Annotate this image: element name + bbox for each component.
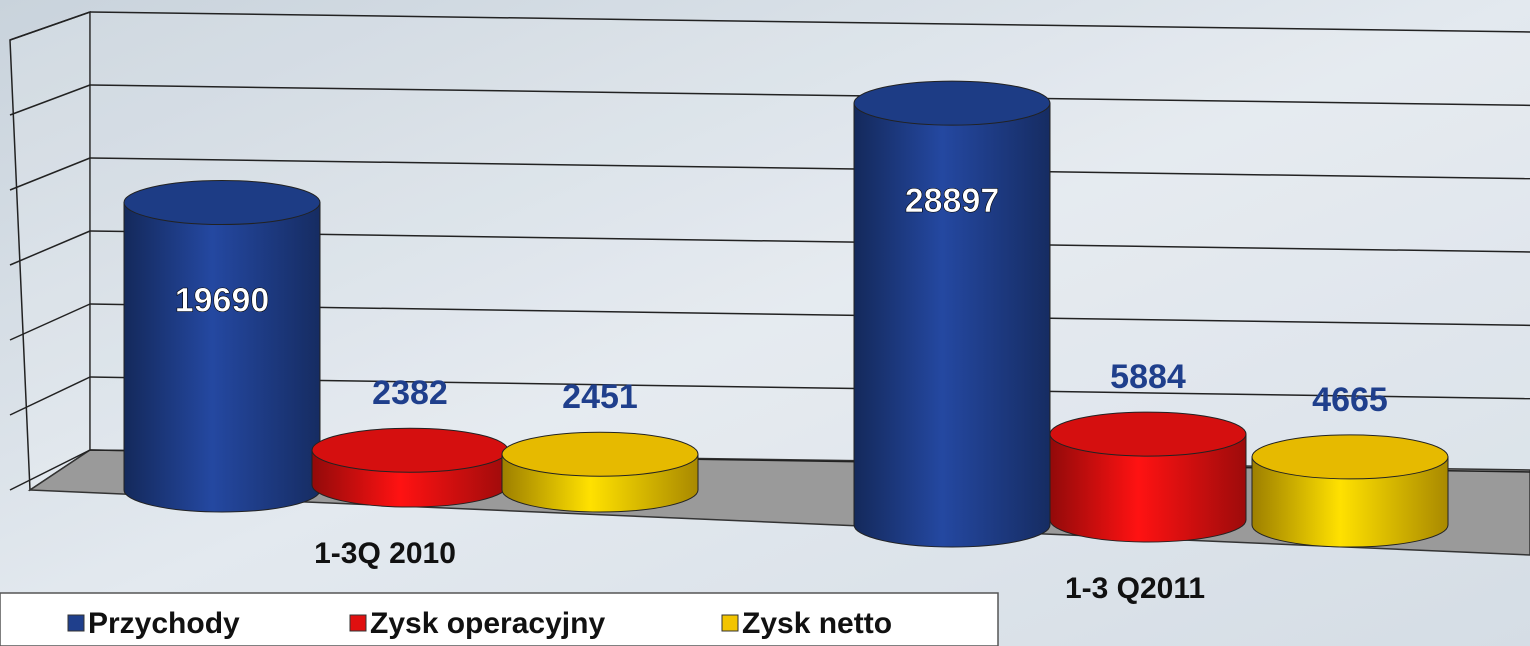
- value-label: 2382: [372, 374, 448, 412]
- side-grid-line: [9, 11, 91, 41]
- x-tick-label: 1-3 Q2011: [1065, 572, 1205, 605]
- legend-box: [0, 592, 999, 646]
- legend-swatch: [349, 614, 367, 632]
- cylinder: [123, 202, 321, 513]
- x-tick-label: 1-3Q 2010: [314, 537, 456, 570]
- legend-label: Przychody: [88, 607, 240, 640]
- side-grid-line: [9, 157, 91, 191]
- grid-line: [89, 11, 1530, 33]
- side-grid-line: [9, 84, 91, 116]
- side-grid-line: [9, 230, 91, 266]
- legend-swatch: [721, 614, 739, 632]
- cylinder-top: [853, 80, 1051, 126]
- value-label: 5884: [1110, 358, 1186, 396]
- legend-swatch: [67, 614, 85, 632]
- cylinder-top: [1049, 411, 1247, 457]
- value-label: 4665: [1312, 381, 1388, 419]
- value-label: 2451: [562, 378, 638, 416]
- grid-line: [89, 303, 1530, 327]
- grid-line: [89, 84, 1530, 107]
- legend-label: Zysk netto: [742, 607, 892, 640]
- legend-label: Zysk operacyjny: [370, 607, 605, 640]
- cylinder: [1251, 456, 1449, 548]
- value-label: 19690: [175, 282, 270, 320]
- grid-line: [89, 230, 1530, 253]
- grid-line: [89, 157, 1530, 180]
- side-grid-line: [9, 449, 91, 491]
- cylinder-top: [501, 431, 699, 477]
- cylinder-top: [123, 180, 321, 226]
- cylinder-top: [1251, 434, 1449, 480]
- cylinder: [853, 102, 1051, 548]
- grid-line: [89, 376, 1530, 400]
- side-grid-line: [9, 376, 91, 416]
- side-grid-line: [9, 303, 91, 341]
- cylinder-top: [311, 427, 509, 473]
- cylinder: [1049, 433, 1247, 543]
- value-label: 28897: [905, 182, 1000, 220]
